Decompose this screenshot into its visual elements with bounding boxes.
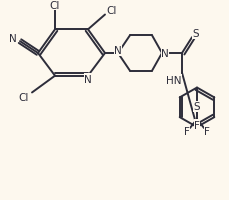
Text: Cl: Cl (50, 1, 60, 11)
Text: N: N (9, 34, 17, 44)
Text: Cl: Cl (19, 93, 29, 103)
Text: F: F (193, 120, 199, 130)
Text: F: F (203, 126, 209, 136)
Text: F: F (183, 126, 189, 136)
Text: S: S (192, 29, 199, 39)
Text: N: N (161, 49, 168, 59)
Text: S: S (193, 102, 199, 112)
Text: N: N (114, 46, 121, 56)
Text: HN: HN (166, 75, 181, 85)
Text: Cl: Cl (106, 6, 117, 16)
Text: N: N (84, 74, 91, 84)
